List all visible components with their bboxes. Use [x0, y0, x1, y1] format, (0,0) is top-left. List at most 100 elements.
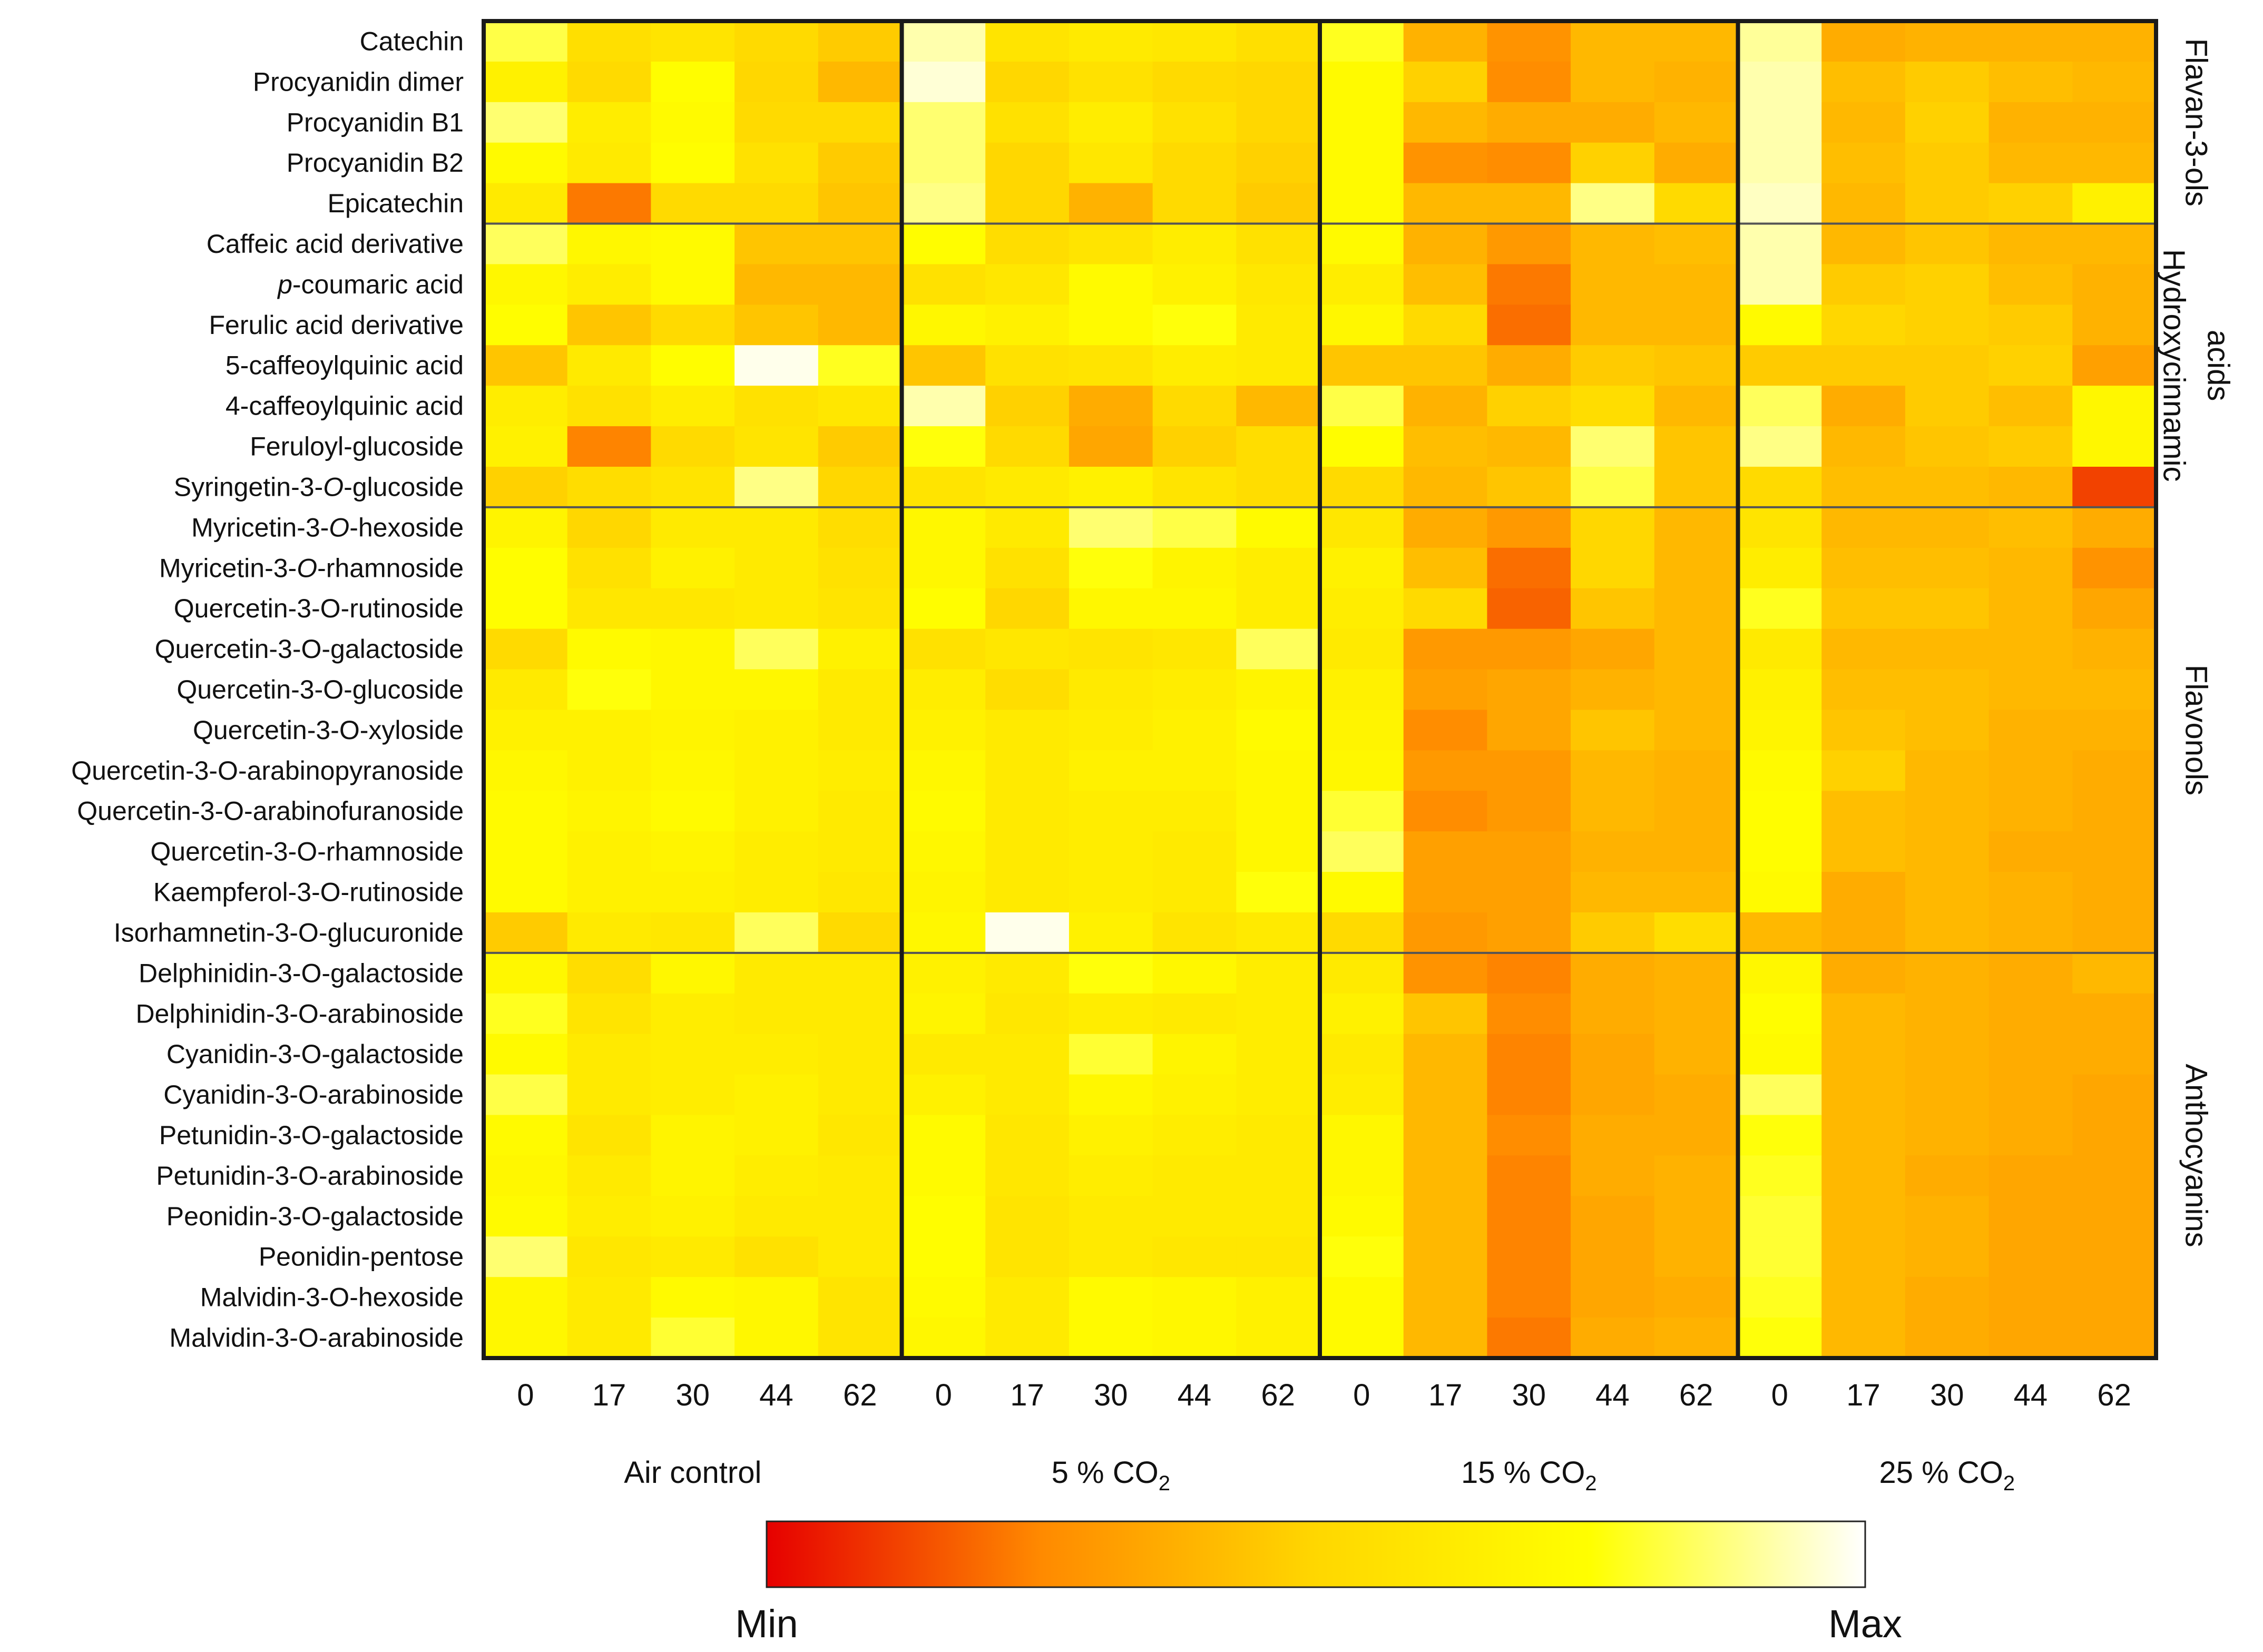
- heatmap-cell: [1654, 750, 1739, 792]
- heatmap-cell: [734, 264, 819, 306]
- heatmap-cell: [2072, 345, 2157, 386]
- heatmap-cell: [2072, 952, 2157, 994]
- heatmap-cell: [484, 183, 568, 224]
- heatmap-cell: [818, 750, 903, 792]
- heatmap-cell: [1320, 872, 1404, 913]
- heatmap-cell: [902, 993, 986, 1035]
- heatmap-cell: [1988, 426, 2073, 467]
- heatmap-cell: [985, 588, 1070, 630]
- heatmap-cell: [818, 791, 903, 832]
- heatmap-cell: [1654, 345, 1739, 386]
- heatmap-cell: [1403, 831, 1488, 872]
- row-label: Quercetin-3-O-galactoside: [155, 634, 464, 664]
- heatmap-cell: [1236, 507, 1320, 548]
- heatmap-cell: [1069, 952, 1153, 994]
- heatmap-cell: [2072, 223, 2157, 265]
- heatmap-cell: [1821, 791, 1906, 832]
- heatmap-cell: [1571, 264, 1655, 306]
- heatmap-cell: [985, 791, 1070, 832]
- heatmap-cell: [1738, 872, 1822, 913]
- x-tick-labels: 0 17 30 44 62 0 17 30 44 62 0 17 30 44 62 0 17 30 44 62: [517, 1378, 2131, 1412]
- heatmap-cell: [1905, 1115, 1990, 1156]
- heatmap-cell: [484, 1317, 568, 1359]
- heatmap-cell: [1320, 1074, 1404, 1116]
- heatmap-cell: [651, 710, 735, 751]
- heatmap-cell: [651, 1115, 735, 1156]
- row-label-part: Catechin: [360, 27, 464, 56]
- group-label-text: 5 % CO: [1052, 1456, 1159, 1490]
- heatmap-cell: [1403, 710, 1488, 751]
- heatmap-cell: [1988, 264, 2073, 306]
- heatmap-cell: [1571, 223, 1655, 265]
- heatmap-cell: [902, 1236, 986, 1277]
- heatmap-cell: [734, 426, 819, 467]
- heatmap-cell: [1571, 21, 1655, 62]
- heatmap-cell: [1236, 102, 1320, 143]
- heatmap-cell: [1571, 791, 1655, 832]
- x-tick-label: 44: [1178, 1378, 1212, 1412]
- heatmap-cell: [818, 710, 903, 751]
- heatmap-cell: [1905, 264, 1990, 306]
- heatmap-cell: [1487, 183, 1571, 224]
- heatmap-cell: [902, 21, 986, 62]
- heatmap-cell: [484, 1074, 568, 1116]
- heatmap-cell: [902, 912, 986, 953]
- x-tick-label: 44: [759, 1378, 793, 1412]
- heatmap-cell: [1236, 1074, 1320, 1116]
- heatmap-cell: [1487, 831, 1571, 872]
- heatmap-cell: [1654, 710, 1739, 751]
- category-label: Flavonols: [2179, 665, 2213, 795]
- heatmap-cell: [818, 1155, 903, 1197]
- heatmap-cell: [484, 1236, 568, 1277]
- heatmap-cell: [1738, 1115, 1822, 1156]
- heatmap-cell: [1236, 669, 1320, 711]
- heatmap-cell: [818, 183, 903, 224]
- heatmap-cell: [1069, 791, 1153, 832]
- row-label-part: p: [277, 270, 292, 299]
- heatmap-cell: [651, 507, 735, 548]
- heatmap-cell: [1988, 142, 2073, 184]
- heatmap-cell: [1152, 507, 1237, 548]
- heatmap-cell: [818, 21, 903, 62]
- heatmap-cell: [1821, 1115, 1906, 1156]
- heatmap-cell: [1320, 142, 1404, 184]
- heatmap-cell: [567, 912, 652, 953]
- heatmap-cell: [1571, 386, 1655, 427]
- heatmap-cell: [1988, 710, 2073, 751]
- heatmap-cell: [1487, 507, 1571, 548]
- heatmap-cell: [1905, 1196, 1990, 1237]
- heatmap-cell: [2072, 21, 2157, 62]
- heatmap-cell: [902, 507, 986, 548]
- heatmap-cell: [1152, 912, 1237, 953]
- heatmap-cell: [734, 345, 819, 386]
- row-label-part: Delphinidin-3-O-arabinoside: [135, 999, 464, 1028]
- row-label-part: Petunidin-3-O-arabinoside: [156, 1161, 464, 1191]
- heatmap-cell: [651, 1196, 735, 1237]
- heatmap-cell: [567, 223, 652, 265]
- heatmap-cell: [2072, 791, 2157, 832]
- heatmap-cell: [734, 1196, 819, 1237]
- heatmap-cell: [1988, 1034, 2073, 1075]
- heatmap-cell: [1654, 1196, 1739, 1237]
- heatmap-cell: [1988, 831, 2073, 872]
- heatmap-cell: [902, 264, 986, 306]
- heatmap-cell: [1821, 223, 1906, 265]
- group-separators: [899, 21, 1740, 1358]
- row-label: 5-caffeoylquinic acid: [226, 351, 464, 380]
- group-label: Air control: [624, 1456, 761, 1490]
- heatmap-cell: [1236, 142, 1320, 184]
- heatmap-cell: [1905, 588, 1990, 630]
- heatmap-cell: [1236, 183, 1320, 224]
- heatmap-cell: [1988, 1115, 2073, 1156]
- heatmap-cell: [1236, 1196, 1320, 1237]
- heatmap-cell: [1069, 669, 1153, 711]
- heatmap-cell: [902, 628, 986, 670]
- heatmap-cell: [818, 426, 903, 467]
- heatmap-cell: [1738, 831, 1822, 872]
- heatmap-cell: [818, 993, 903, 1035]
- heatmap-cell: [985, 264, 1070, 306]
- heatmap-cell: [1320, 1317, 1404, 1359]
- heatmap-cell: [651, 872, 735, 913]
- heatmap-cell: [651, 547, 735, 589]
